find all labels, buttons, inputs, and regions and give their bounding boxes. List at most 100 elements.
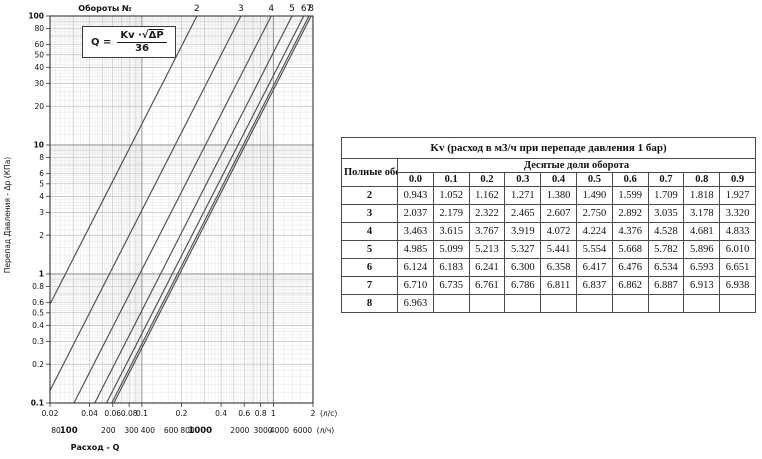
turns-cell: 4 <box>341 222 398 241</box>
formula-numerator: Kv ·√ΔP <box>117 30 167 43</box>
tenths-col-header: 0.9 <box>719 172 757 187</box>
kv-value-cell <box>432 294 470 313</box>
kv-value-cell: 3.463 <box>397 222 434 241</box>
turns-cell: 8 <box>341 294 398 313</box>
y-axis-label: Перепад Давления - Δp (КПа) <box>3 157 12 274</box>
kv-value-cell: 6.811 <box>540 276 577 295</box>
kv-value-cell: 4.833 <box>719 222 757 241</box>
kv-value-cell <box>719 294 757 313</box>
kv-value-cell: 4.528 <box>647 222 685 241</box>
y-tick-label: 0.4 <box>32 321 44 330</box>
kv-curve <box>49 15 242 391</box>
x-tick-label-ls: 0.02 <box>42 409 59 418</box>
x-tick-label-lh: 800 <box>180 426 195 435</box>
curve-turn-label: 4 <box>268 4 274 14</box>
kv-value-cell: 5.441 <box>540 240 577 259</box>
kv-value-cell: 5.782 <box>647 240 685 259</box>
kv-value-cell: 6.786 <box>504 276 542 295</box>
y-tick-label: 3 <box>39 208 44 217</box>
x-unit-lh: (л/ч) <box>317 426 335 435</box>
tenths-col-header: 0.3 <box>504 172 542 187</box>
kv-value-cell: 1.271 <box>504 186 542 205</box>
kv-value-cell: 5.327 <box>504 240 542 259</box>
kv-value-cell: 6.710 <box>397 276 434 295</box>
y-tick-label: 40 <box>34 63 44 72</box>
x-tick-label-lh: 400 <box>141 426 156 435</box>
turns-cell: 7 <box>341 276 398 295</box>
tenths-col-header: 0.6 <box>611 172 649 187</box>
table-row: 6 6.124 6.183 6.241 6.300 6.358 6.417 6.476 6.53… <box>341 258 757 277</box>
tenths-col-header: 0.7 <box>647 172 685 187</box>
kv-value-cell: 6.183 <box>432 258 470 277</box>
kv-value-cell: 6.124 <box>397 258 434 277</box>
y-tick-label: 0.3 <box>32 337 44 346</box>
kv-curve <box>73 15 272 404</box>
y-tick-label: 50 <box>34 50 44 59</box>
y-tick-label: 100 <box>28 12 44 21</box>
y-tick-label: 30 <box>34 79 44 88</box>
x-unit-ls: (л/с) <box>320 409 337 418</box>
kv-value-cell: 6.735 <box>432 276 470 295</box>
kv-curve <box>111 15 310 404</box>
kv-value-cell <box>468 294 506 313</box>
x-tick-label-lh: 300 <box>124 426 139 435</box>
kv-value-cell <box>683 294 721 313</box>
kv-value-cell: 6.963 <box>397 294 434 313</box>
table-row: 2 0.943 1.052 1.162 1.271 1.380 1.490 1.599 1.70… <box>341 186 757 205</box>
kv-value-cell <box>575 294 613 313</box>
kv-curve <box>113 15 312 404</box>
kv-value-cell: 6.534 <box>647 258 685 277</box>
x-tick-label-ls: 0.1 <box>136 409 148 418</box>
curves <box>49 15 312 404</box>
y-tick-label: 0.2 <box>32 360 44 369</box>
kv-value-cell: 6.593 <box>683 258 721 277</box>
y-tick-label: 10 <box>34 141 44 150</box>
y-tick-label: 0.1 <box>31 399 44 408</box>
kv-value-cell: 2.465 <box>504 204 542 223</box>
kv-curve <box>49 15 198 305</box>
kv-value-cell: 3.035 <box>647 204 685 223</box>
x-tick-label-lh: 1000 <box>188 426 212 436</box>
axis-labels: 1008060504030201086543210.80.60.50.40.30… <box>3 3 337 452</box>
turns-cell: 2 <box>341 186 398 205</box>
kv-table-panel: Kv (расход в м3/ч при перепаде давления … <box>340 137 757 313</box>
y-tick-label: 4 <box>39 192 44 201</box>
turns-cell: 3 <box>341 204 398 223</box>
x-tick-label-lh: 600 <box>164 426 179 435</box>
tenths-col-header: 0.1 <box>432 172 470 187</box>
kv-value-cell: 1.709 <box>647 186 685 205</box>
kv-value-cell: 2.892 <box>611 204 649 223</box>
table-header-row: Полные обороты Десятые доли оборота <box>341 158 757 187</box>
kv-value-cell: 1.490 <box>575 186 613 205</box>
table-row: 7 6.710 6.735 6.761 6.786 6.811 6.837 6.862 6.88… <box>341 276 757 295</box>
x-tick-label-ls: 0.06 <box>104 409 121 418</box>
kv-table-body: 2 0.943 1.052 1.162 1.271 1.380 1.490 1.599 1.70… <box>341 186 757 313</box>
x-tick-label-lh: 100 <box>60 426 78 436</box>
y-tick-label: 1 <box>39 270 44 279</box>
y-tick-label: 2 <box>39 231 44 240</box>
kv-value-cell: 3.767 <box>468 222 506 241</box>
curve-turn-label: 6 <box>301 4 307 14</box>
kv-value-cell: 2.179 <box>432 204 470 223</box>
kv-value-cell: 0.943 <box>397 186 434 205</box>
y-tick-label: 0.6 <box>32 298 44 307</box>
kv-value-cell: 6.651 <box>719 258 757 277</box>
turns-cell: 6 <box>341 258 398 277</box>
tenths-subheader-row: 0.0 0.1 0.2 0.3 0.4 0.5 0.6 0.7 0.8 0.9 <box>342 172 757 187</box>
y-tick-label: 0.5 <box>32 308 44 317</box>
table-row: 8 6.963 <box>341 294 757 313</box>
y-tick-label: 80 <box>34 24 44 33</box>
x-tick-label-lh: 2000 <box>230 426 249 435</box>
tenths-col-header: 0.8 <box>683 172 721 187</box>
kv-value-cell: 5.896 <box>683 240 721 259</box>
kv-value-cell: 1.052 <box>432 186 470 205</box>
kv-value-cell: 4.072 <box>540 222 577 241</box>
kv-value-cell: 6.358 <box>540 258 577 277</box>
kv-value-cell: 6.241 <box>468 258 506 277</box>
kv-value-cell <box>647 294 685 313</box>
curve-turn-label: 7 <box>306 4 312 14</box>
kv-value-cell: 5.554 <box>575 240 613 259</box>
x-tick-label-lh: 3000 <box>253 426 272 435</box>
x-tick-label-ls: 0.8 <box>255 409 267 418</box>
